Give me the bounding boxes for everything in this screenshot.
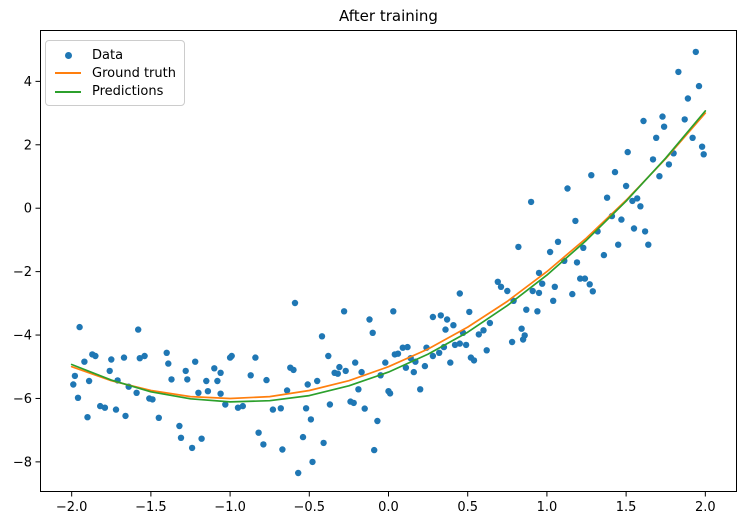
legend-label-data: Data: [92, 47, 124, 63]
svg-text:−4: −4: [13, 329, 32, 344]
svg-text:−6: −6: [13, 392, 32, 407]
svg-text:2.0: 2.0: [695, 500, 716, 515]
svg-text:−1.0: −1.0: [214, 500, 246, 515]
ground-truth-line-icon: [55, 72, 81, 75]
predictions-line-icon: [55, 90, 81, 93]
chart-title: After training: [339, 7, 438, 25]
svg-text:1.0: 1.0: [537, 500, 558, 515]
legend: Data Ground truth Predictions: [45, 40, 185, 106]
svg-text:0: 0: [24, 202, 32, 217]
svg-text:2: 2: [24, 138, 32, 153]
svg-text:0.5: 0.5: [457, 500, 478, 515]
svg-text:−2: −2: [13, 265, 32, 280]
legend-label-ground-truth: Ground truth: [92, 65, 176, 81]
svg-text:−0.5: −0.5: [294, 500, 326, 515]
data-marker-icon: [64, 51, 72, 59]
legend-swatch-area: [52, 90, 84, 93]
svg-text:1.5: 1.5: [616, 500, 637, 515]
legend-item-data: Data: [52, 46, 176, 64]
svg-text:−1.5: −1.5: [135, 500, 167, 515]
svg-text:−8: −8: [13, 455, 32, 470]
legend-label-predictions: Predictions: [92, 84, 164, 100]
svg-text:0.0: 0.0: [378, 500, 399, 515]
svg-text:−2.0: −2.0: [56, 500, 88, 515]
svg-text:4: 4: [24, 75, 32, 90]
legend-swatch-area: [52, 51, 84, 59]
legend-swatch-area: [52, 72, 84, 75]
legend-item-predictions: Predictions: [52, 83, 176, 101]
legend-item-ground-truth: Ground truth: [52, 64, 176, 82]
